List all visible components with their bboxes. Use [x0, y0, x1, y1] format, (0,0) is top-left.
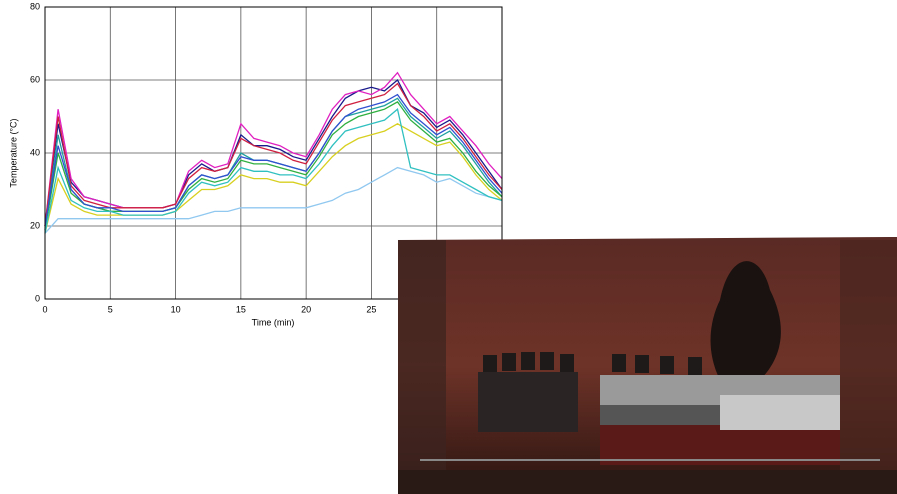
series-line — [45, 124, 502, 234]
x-tick-label: 5 — [108, 304, 113, 314]
y-tick-label: 40 — [30, 147, 40, 157]
y-tick-label: 20 — [30, 220, 40, 230]
y-axis-label: Temperature (°C) — [8, 118, 18, 187]
x-tick-label: 0 — [42, 304, 47, 314]
chart: 02040608005101520253035 Time (min) Tempe… — [0, 0, 897, 494]
x-tick-label: 15 — [236, 304, 246, 314]
y-tick-label: 0 — [35, 293, 40, 303]
x-tick-label: 20 — [301, 304, 311, 314]
y-tick-label: 80 — [30, 1, 40, 11]
series-line — [45, 168, 502, 234]
series-line — [45, 95, 502, 226]
series-line — [45, 73, 502, 226]
x-tick-label: 10 — [171, 304, 181, 314]
y-tick-label: 60 — [30, 74, 40, 84]
photo — [398, 237, 897, 494]
x-axis-label: Time (min) — [252, 317, 295, 327]
series-line — [45, 98, 502, 229]
x-tick-label: 25 — [366, 304, 376, 314]
